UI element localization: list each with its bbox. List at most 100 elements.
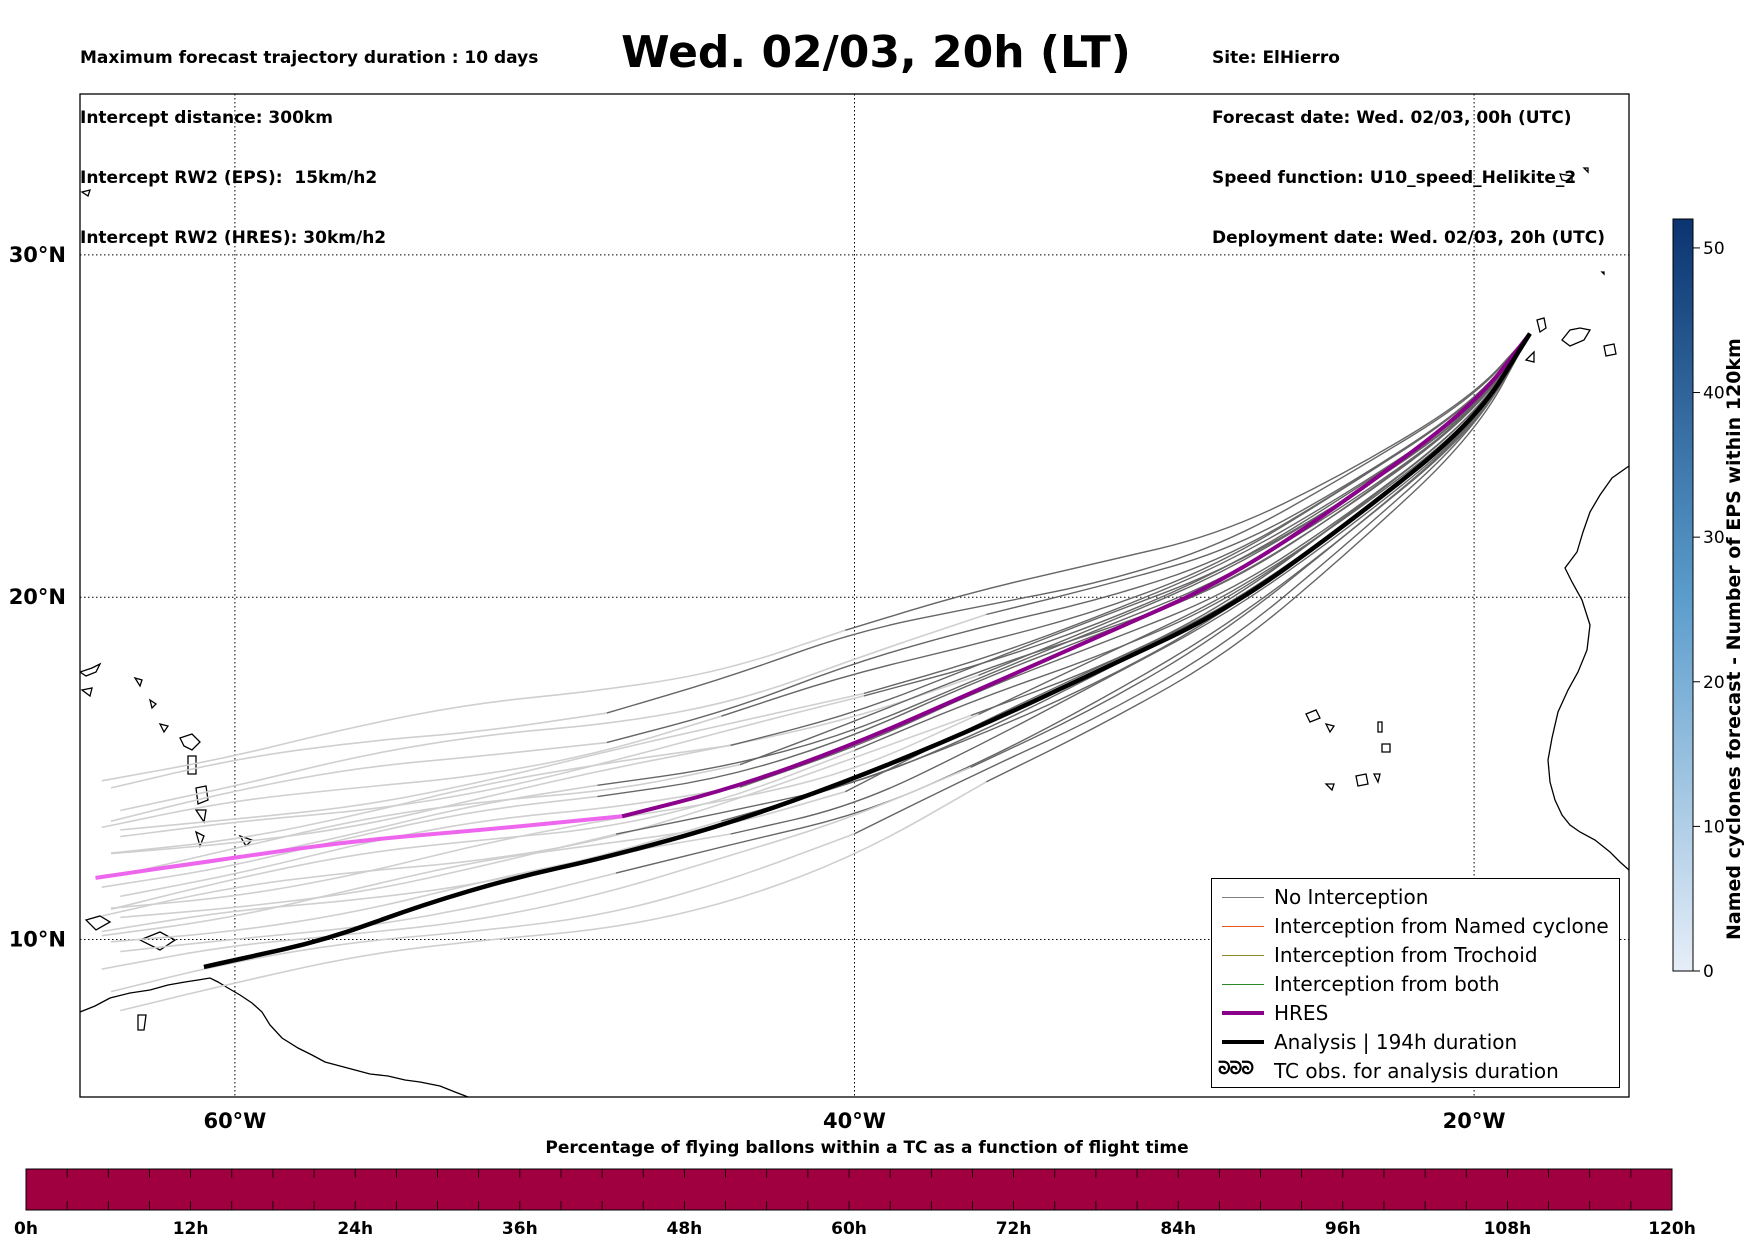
legend-item: Analysis | 194h duration: [1212, 1028, 1619, 1057]
hres-trajectory: [621, 332, 1532, 819]
eps-trajectory: [101, 714, 971, 917]
island: [80, 662, 102, 677]
legend-swatch: [1222, 984, 1264, 985]
eps-trajectory: [978, 333, 1531, 716]
legend-swatch: [1222, 955, 1264, 956]
flight-time-tick-label: 84h: [1160, 1219, 1196, 1239]
island: [1582, 167, 1589, 174]
map-legend: No Interception Interception from Named …: [1211, 878, 1620, 1088]
legend-item: Interception from both: [1212, 970, 1619, 999]
legend-label: No Interception: [1274, 885, 1429, 909]
header-line: Forecast date: Wed. 02/03, 00h (UTC): [1212, 108, 1572, 128]
island: [1381, 743, 1391, 753]
flight-time-tick-label: 120h: [1648, 1219, 1696, 1239]
legend-label: TC obs. for analysis duration: [1274, 1059, 1559, 1083]
flight-time-tick-label: 36h: [502, 1219, 538, 1239]
island: [80, 189, 91, 198]
island: [1561, 327, 1592, 347]
legend-swatch: [1222, 926, 1264, 927]
eps-trajectory: [739, 333, 1531, 788]
legend-label: Interception from Named cyclone: [1274, 914, 1609, 938]
eps-trajectory: [730, 333, 1531, 747]
eps-trajectory: [985, 333, 1531, 783]
eps-trajectory: [978, 333, 1531, 677]
header-line: Intercept RW2 (EPS): 15km/h2: [80, 168, 378, 188]
island: [194, 830, 205, 849]
flight-time-tick-label: 12h: [173, 1219, 209, 1239]
header-line: Maximum forecast trajectory duration : 1…: [80, 48, 539, 68]
eps-trajectory: [863, 333, 1531, 695]
lat-tick-label: 10°N: [9, 928, 66, 952]
eps-trajectory: [120, 786, 741, 898]
eps-trajectory: [110, 832, 855, 993]
island: [1324, 723, 1336, 734]
header-line: Deployment date: Wed. 02/03, 20h (UTC): [1212, 228, 1606, 248]
island: [1355, 773, 1369, 787]
flight-time-tick-label: 24h: [337, 1219, 373, 1239]
legend-item: No Interception: [1212, 883, 1619, 912]
eps-trajectory: [120, 763, 741, 876]
island: [194, 809, 207, 824]
island: [1603, 343, 1617, 357]
legend-label: HRES: [1274, 1001, 1329, 1025]
flight-time-colorbar-segments: [66, 1169, 1632, 1210]
coastlines: [80, 167, 1629, 1097]
eps-trajectory: [101, 795, 598, 888]
legend-item: HRES: [1212, 999, 1619, 1028]
eps-trajectory: [863, 333, 1531, 697]
south-america-coastline: [80, 977, 469, 1097]
analysis-trajectory: [203, 332, 1532, 970]
island: [1372, 773, 1381, 784]
header-line: Speed function: U10_speed_Helikite_2: [1212, 168, 1577, 188]
lon-tick-label: 20°W: [1443, 1109, 1506, 1133]
lon-tick-label: 60°W: [203, 1109, 266, 1133]
eps-trajectory: [110, 744, 731, 854]
eps-trajectory: [110, 749, 855, 910]
lon-tick-label: 40°W: [823, 1109, 886, 1133]
eps-trajectory: [844, 333, 1531, 631]
island: [1377, 721, 1383, 733]
island: [133, 676, 143, 688]
legend-label: Interception from Trochoid: [1274, 943, 1538, 967]
eps-trajectory: [110, 833, 731, 943]
island: [80, 687, 93, 698]
eps-trajectory: [101, 715, 722, 829]
island: [187, 755, 197, 775]
island: [1305, 709, 1321, 723]
legend-item: ᘐᘐᘐ TC obs. for analysis duration: [1212, 1057, 1619, 1086]
eps-trajectory: [606, 333, 1531, 714]
colorbar-tick-label: 20: [1703, 673, 1725, 693]
eps-trajectory: [120, 781, 987, 1012]
eps-trajectory: [120, 692, 864, 831]
island: [158, 723, 170, 734]
header-line: Site: ElHierro: [1212, 48, 1340, 68]
flight-time-colorbar-title: Percentage of flying ballons within a TC…: [545, 1138, 1189, 1158]
legend-swatch: [1222, 1011, 1264, 1015]
eps-trajectory: [101, 820, 722, 933]
eps-trajectory: [854, 333, 1531, 835]
cyclone-colorbar: [1672, 218, 1694, 972]
flight-time-tick-label: 72h: [996, 1219, 1032, 1239]
island: [1324, 783, 1335, 792]
flight-time-colorbar-ticks: 0h 12h 24h 36h 48h 60h 72h 84h 96h 108h 120h: [14, 1219, 1696, 1239]
flight-time-tick-label: 0h: [14, 1219, 38, 1239]
africa-coastline: [1547, 465, 1629, 871]
legend-label: Interception from both: [1274, 972, 1500, 996]
map-grid: [80, 94, 1629, 1097]
eps-trajectory: [739, 333, 1531, 766]
eps-trajectory: [615, 333, 1531, 874]
colorbar-tick-label: 50: [1703, 239, 1725, 259]
flight-time-tick-label: 60h: [831, 1219, 867, 1239]
map-axis-labels: 30°N 20°N 10°N 60°W 40°W 20°W: [9, 243, 1506, 1133]
eps-trajectory: [120, 872, 617, 953]
eps-trajectory: [110, 741, 607, 822]
eps-trajectory: [110, 713, 979, 909]
map-frame: [79, 93, 1630, 1098]
island: [138, 931, 177, 951]
legend-item: Interception from Named cyclone: [1212, 912, 1619, 941]
legend-swatch: [1222, 1040, 1264, 1044]
lat-tick-label: 30°N: [9, 243, 66, 267]
colorbar-tick-label: 0: [1703, 962, 1714, 982]
header-line: Intercept RW2 (HRES): 30km/h2: [80, 228, 387, 248]
